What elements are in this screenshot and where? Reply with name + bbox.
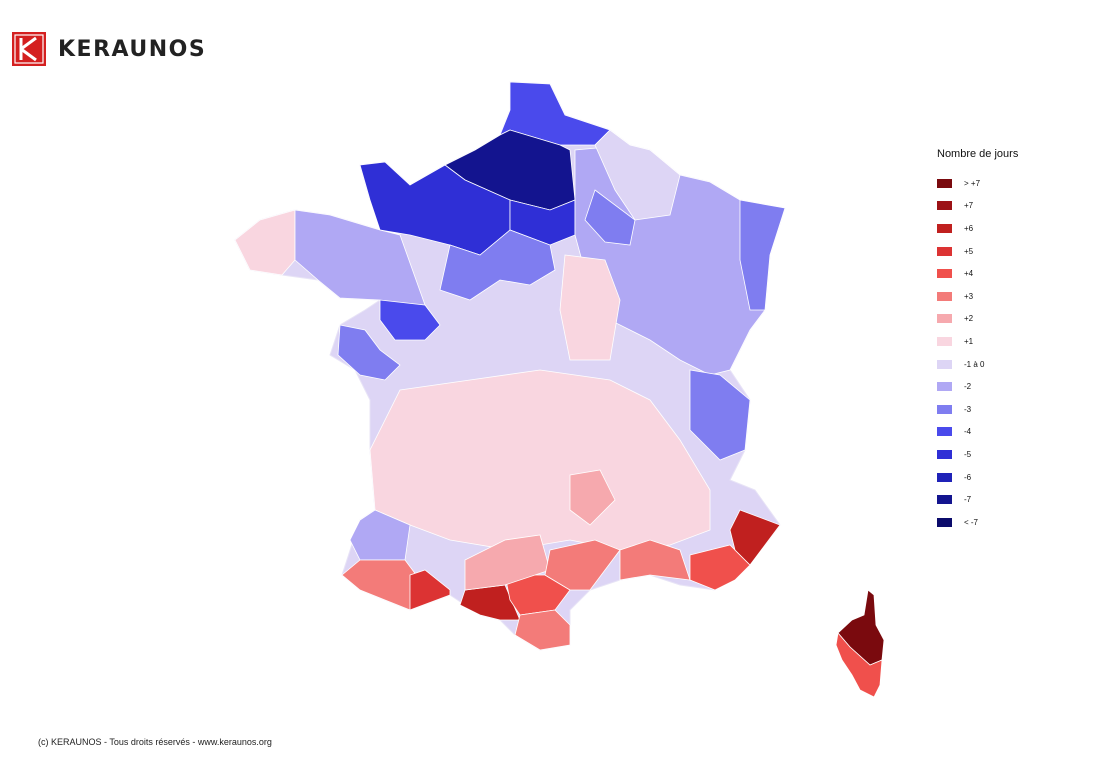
legend-label: +3 <box>964 291 974 301</box>
legend-item: +6 <box>937 217 1018 240</box>
legend-swatch <box>937 314 952 324</box>
legend-item: +5 <box>937 240 1018 263</box>
legend-item: < -7 <box>937 511 1018 534</box>
legend-label: +6 <box>964 223 974 233</box>
corsica <box>830 585 890 710</box>
legend-label: < -7 <box>964 517 979 527</box>
legend-swatch <box>937 495 952 505</box>
france-map <box>210 70 887 715</box>
map-zone-alps-north <box>689 369 751 461</box>
legend-item: -5 <box>937 443 1018 466</box>
logo-wordmark: KERAUNOS <box>58 36 207 62</box>
legend-label: +1 <box>964 336 974 346</box>
legend-label: -7 <box>964 495 972 505</box>
legend-swatch <box>937 178 952 188</box>
legend-swatch <box>937 472 952 482</box>
legend-item: -6 <box>937 466 1018 489</box>
legend-label: -6 <box>964 472 972 482</box>
map-zone-alpes-maritimes <box>729 509 781 566</box>
logo-mark-icon <box>12 32 46 66</box>
map-corsica-sud <box>835 632 883 698</box>
legend-item: +4 <box>937 262 1018 285</box>
legend-title: Nombre de jours <box>937 148 1019 160</box>
legend-label: +2 <box>964 314 974 324</box>
legend-swatch <box>937 517 952 527</box>
legend-item: -7 <box>937 488 1018 511</box>
map-zone-ardennes <box>594 129 681 221</box>
legend-item: +3 <box>937 285 1018 308</box>
legend-label: +4 <box>964 269 974 279</box>
map-zone-alsace <box>739 199 786 311</box>
legend-swatch <box>937 223 952 233</box>
map-zone-herault <box>544 539 621 591</box>
legend-swatch <box>937 269 952 279</box>
legend-swatch <box>937 246 952 256</box>
map-zone-pyrenees-west <box>341 559 421 611</box>
map-zone-var <box>689 544 751 591</box>
map-zone-bretagne-east <box>294 209 426 306</box>
map-zone-nord <box>499 81 611 146</box>
legend-label: -2 <box>964 382 972 392</box>
legend-label: -1 à 0 <box>964 359 985 369</box>
map-zone-centre-nord <box>439 229 556 301</box>
legend-item: +1 <box>937 330 1018 353</box>
legend-swatch <box>937 336 952 346</box>
legend-label: +5 <box>964 246 974 256</box>
legend-label: -3 <box>964 404 972 414</box>
legend-swatch <box>937 291 952 301</box>
legend-items: > +7 +7 +6 +5 +4 +3 +2 +1 -1 à 0 -2 -3 -4 -5 -6 -7 < -7 <box>937 172 1018 534</box>
legend-label: +7 <box>964 201 974 211</box>
legend-label: > +7 <box>964 178 981 188</box>
legend-item: -1 à 0 <box>937 353 1018 376</box>
legend-item: -2 <box>937 375 1018 398</box>
legend-label: -5 <box>964 449 972 459</box>
map-zone-lozere <box>569 469 616 526</box>
legend-swatch <box>937 449 952 459</box>
legend-swatch <box>937 404 952 414</box>
legend-item: > +7 <box>937 172 1018 195</box>
map-legend: Nombre de jours > +7 +7 +6 +5 +4 +3 +2 +1 -1 à 0… <box>937 148 1018 534</box>
map-zone-pyrenees-atlantiques <box>409 569 451 611</box>
legend-item: +7 <box>937 195 1018 218</box>
map-zone-vendee <box>337 324 401 381</box>
keraunos-logo: KERAUNOS <box>12 32 206 66</box>
legend-swatch <box>937 427 952 437</box>
legend-item: -4 <box>937 421 1018 444</box>
map-zone-marne <box>584 189 636 246</box>
legend-label: -4 <box>964 427 972 437</box>
map-zone-burgundy <box>559 254 621 361</box>
copyright-footer: (c) KERAUNOS - Tous droits réservés - ww… <box>38 737 272 747</box>
legend-swatch <box>937 382 952 392</box>
map-zone-bretagne-west <box>234 209 296 276</box>
legend-item: +2 <box>937 308 1018 331</box>
legend-item: -3 <box>937 398 1018 421</box>
legend-swatch <box>937 201 952 211</box>
legend-swatch <box>937 359 952 369</box>
map-zone-pyrenees-orientales <box>514 609 571 651</box>
